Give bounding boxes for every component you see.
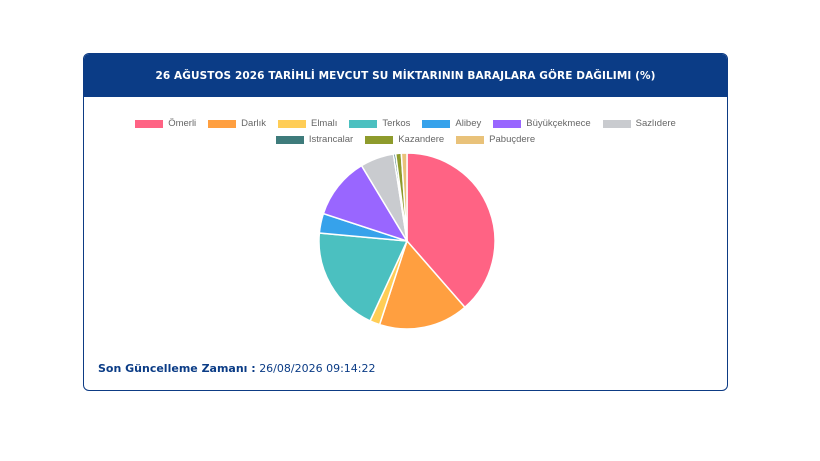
- legend-item[interactable]: Ömerli: [135, 118, 196, 129]
- legend-swatch: [456, 135, 485, 144]
- legend-swatch: [422, 119, 451, 128]
- legend-label: Elmalı: [310, 118, 338, 129]
- legend-label: Alibey: [455, 118, 482, 129]
- legend-swatch: [602, 119, 631, 128]
- legend-label: Ömerli: [168, 118, 197, 129]
- legend-swatch: [275, 135, 304, 144]
- pie-slice-terkos[interactable]: [318, 232, 409, 322]
- last-updated-value: 26/08/2026 09:14:22: [259, 362, 376, 375]
- legend-swatch: [277, 119, 306, 128]
- chart-card: 26 AĞUSTOS 2026 TARİHLİ MEVCUT SU MİKTAR…: [83, 53, 728, 391]
- chart-legend: Ömerli Darlık Elmalı Terkos Alibey Büyükçekme…: [84, 118, 727, 145]
- legend-swatch: [365, 135, 394, 144]
- pie-slice-pabuçdere[interactable]: [400, 152, 408, 242]
- legend-label: Kazandere: [398, 134, 445, 145]
- chart-title: 26 AĞUSTOS 2026 TARİHLİ MEVCUT SU MİKTAR…: [84, 54, 727, 97]
- pie-chart: [318, 152, 496, 330]
- legend-item[interactable]: Kazandere: [365, 134, 444, 145]
- legend-item[interactable]: Büyükçekmece: [493, 118, 591, 129]
- legend-label: Sazlıdere: [635, 118, 676, 129]
- last-updated-label: Son Güncelleme Zamanı :: [98, 362, 256, 375]
- legend-item[interactable]: Istrancalar: [275, 134, 354, 145]
- pie-slice-ömerli[interactable]: [406, 152, 496, 309]
- pie-slice-darlık[interactable]: [378, 239, 466, 330]
- legend-swatch: [493, 119, 522, 128]
- legend-label: Pabuçdere: [489, 134, 536, 145]
- legend-item[interactable]: Darlık: [208, 118, 266, 129]
- legend-item[interactable]: Alibey: [422, 118, 481, 129]
- legend-item[interactable]: Terkos: [349, 118, 410, 129]
- last-updated: Son Güncelleme Zamanı : 26/08/2026 09:14…: [98, 362, 376, 375]
- pie-slice-büyükçekmece[interactable]: [322, 164, 409, 243]
- legend-item[interactable]: Elmalı: [277, 118, 338, 129]
- legend-label: Büyükçekmece: [526, 118, 591, 129]
- legend-swatch: [349, 119, 378, 128]
- legend-label: Terkos: [382, 118, 411, 129]
- legend-item[interactable]: Pabuçdere: [456, 134, 535, 145]
- legend-label: Darlık: [241, 118, 266, 129]
- legend-swatch: [208, 119, 237, 128]
- legend-swatch: [135, 119, 164, 128]
- legend-label: Istrancalar: [308, 134, 354, 145]
- legend-item[interactable]: Sazlıdere: [602, 118, 676, 129]
